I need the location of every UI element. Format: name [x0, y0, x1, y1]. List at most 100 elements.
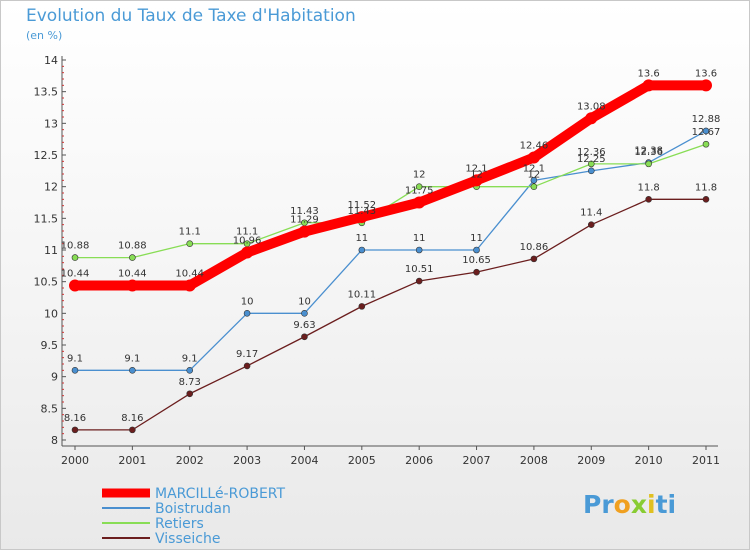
data-point	[530, 177, 538, 184]
data-label: 10.96	[233, 236, 262, 247]
y-tick-label: 11	[44, 244, 58, 257]
y-tick-label: 10.5	[34, 276, 59, 289]
data-label: 9.1	[124, 353, 140, 364]
data-point	[186, 390, 194, 398]
data-point	[415, 277, 423, 285]
data-point	[358, 303, 366, 310]
logo-part-3: x	[630, 490, 647, 519]
data-label: 12.36	[577, 147, 606, 158]
data-point	[358, 246, 366, 254]
data-point	[243, 362, 251, 370]
series-line-0	[70, 80, 711, 291]
data-point	[186, 367, 194, 374]
data-point	[642, 79, 655, 92]
data-label: 11.8	[695, 182, 717, 193]
legend-label: Visseiche	[155, 531, 220, 547]
data-label: 9.63	[293, 320, 315, 331]
data-point	[71, 426, 79, 434]
data-label: 8.73	[179, 377, 201, 388]
x-tick-label: 2002	[176, 454, 204, 467]
data-point	[587, 167, 595, 175]
y-tick-label: 13	[44, 117, 58, 130]
data-point	[243, 310, 251, 317]
data-point	[183, 279, 196, 292]
data-label: 12.36	[634, 147, 663, 158]
x-tick-label: 2004	[290, 454, 318, 467]
y-tick-label: 8	[51, 434, 58, 447]
legend-label: Boistrudan	[155, 501, 231, 517]
data-point	[702, 196, 710, 203]
data-label: 10.65	[462, 255, 491, 266]
data-point	[470, 174, 483, 187]
y-tick-label: 12	[44, 181, 58, 194]
data-point	[71, 254, 79, 261]
data-label: 10.44	[175, 268, 204, 279]
y-tick-label: 13.5	[34, 86, 59, 99]
data-label: 12.1	[523, 163, 545, 174]
data-label: 11.52	[347, 200, 376, 211]
data-label: 13.6	[695, 68, 717, 79]
data-label: 13.08	[577, 101, 606, 112]
x-tick-label: 2000	[61, 454, 89, 467]
chart-subtitle: (en %)	[26, 29, 63, 42]
data-point	[241, 246, 254, 259]
data-label: 13.6	[638, 68, 660, 79]
y-tick-label: 9.5	[41, 339, 59, 352]
data-label: 10	[241, 296, 254, 307]
data-point	[301, 333, 308, 341]
data-label: 11.4	[580, 208, 602, 219]
data-label: 10.88	[118, 241, 147, 252]
y-tick-label: 14	[44, 54, 58, 67]
data-point	[527, 151, 540, 164]
data-label: 8.16	[121, 413, 143, 424]
data-label: 10.44	[118, 268, 147, 279]
data-point	[129, 426, 136, 434]
series-line-3	[74, 198, 707, 431]
data-label: 11.75	[405, 186, 434, 197]
data-label: 11	[470, 233, 483, 244]
data-point	[186, 240, 194, 247]
data-label: 10.88	[61, 241, 90, 252]
data-point	[530, 183, 538, 190]
data-point	[129, 254, 136, 261]
data-label: 10.86	[520, 242, 549, 253]
data-label: 12.67	[692, 127, 721, 138]
data-label: 9.17	[236, 349, 258, 360]
data-label: 12.88	[692, 114, 721, 125]
data-label: 9.1	[182, 353, 198, 364]
data-label: 11.43	[347, 206, 376, 217]
y-tick-label: 8.5	[41, 402, 59, 415]
chart-title: Evolution du Taux de Taxe d'Habitation	[26, 6, 356, 26]
data-label: 11.29	[290, 215, 319, 226]
data-point	[702, 127, 710, 135]
data-point	[585, 112, 598, 125]
data-point	[69, 279, 81, 292]
data-point	[355, 211, 368, 224]
data-label: 10.11	[347, 289, 376, 300]
x-tick-label: 2001	[118, 454, 146, 467]
y-tick-label: 9	[51, 371, 58, 384]
data-point	[415, 246, 423, 254]
data-point	[126, 279, 139, 292]
logo-part-4: i	[646, 490, 656, 519]
x-tick-label: 2005	[348, 454, 376, 467]
logo-part-1: Pr	[583, 490, 614, 519]
x-tick-label: 2003	[233, 454, 261, 467]
logo-part-2: o	[613, 490, 631, 519]
data-label: 12	[528, 170, 541, 181]
data-label: 12	[470, 170, 483, 181]
data-label: 12.46	[520, 141, 549, 152]
data-point	[530, 255, 538, 263]
data-label: 12	[413, 170, 426, 181]
data-point	[645, 160, 652, 168]
x-tick-label: 2006	[405, 454, 433, 467]
data-label: 11.1	[236, 227, 258, 238]
x-tick-label: 2009	[577, 454, 605, 467]
data-point	[645, 196, 652, 203]
y-tick-label: 11.5	[34, 212, 59, 225]
x-tick-label: 2007	[463, 454, 491, 467]
x-tick-label: 2011	[692, 454, 720, 467]
data-point	[415, 183, 423, 190]
